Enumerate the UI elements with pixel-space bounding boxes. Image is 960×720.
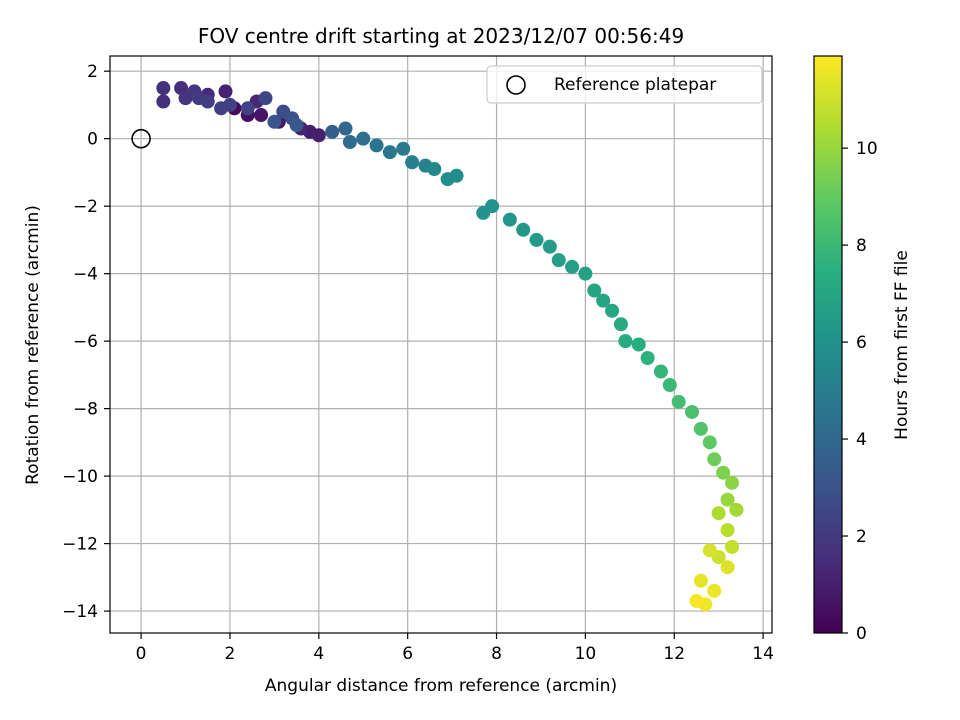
- scatter-point: [338, 121, 353, 136]
- x-tick-label: 2: [225, 644, 236, 664]
- scatter-point: [702, 543, 717, 558]
- scatter-point: [258, 91, 273, 106]
- y-grid: [110, 70, 772, 612]
- scatter-point: [578, 266, 593, 281]
- y-axis-label: Rotation from reference (arcmin): [23, 205, 43, 485]
- scatter-point: [711, 506, 726, 521]
- scatter-point: [725, 475, 740, 490]
- scatter-point: [640, 350, 655, 365]
- scatter-point: [222, 97, 237, 112]
- scatter-point: [707, 452, 722, 467]
- legend-box: [486, 65, 763, 104]
- scatter-point: [689, 593, 704, 608]
- scatter-point: [605, 303, 620, 318]
- scatter-point: [596, 293, 611, 308]
- colorbar-tick-label: 8: [856, 236, 867, 256]
- scatter-point: [729, 502, 744, 517]
- y-tick-label: −6: [73, 332, 98, 352]
- colorbar-ticks: 0 2 4 6 8 10: [842, 139, 878, 644]
- scatter-point: [720, 492, 735, 507]
- y-tick-label: −14: [62, 602, 98, 622]
- scatter-point: [551, 253, 566, 268]
- colorbar-tick-label: 0: [856, 624, 867, 644]
- colorbar-tick-label: 4: [856, 430, 867, 450]
- scatter-point: [502, 212, 517, 227]
- x-tick-label: 10: [575, 644, 597, 664]
- scatter-point: [516, 222, 531, 237]
- colorbar-label: Hours from first FF file: [892, 250, 912, 440]
- scatter-point: [449, 168, 464, 183]
- scatter-point: [613, 317, 628, 332]
- y-tick-label: 2: [87, 62, 98, 82]
- scatter-point: [631, 337, 646, 352]
- scatter-point: [485, 199, 500, 214]
- x-tick-label: 8: [491, 644, 502, 664]
- scatter-point: [382, 145, 397, 160]
- reference-platepar-marker: [131, 128, 151, 149]
- scatter-point: [662, 377, 677, 392]
- plot-frame: [109, 55, 773, 634]
- scatter-point: [200, 94, 215, 109]
- scatter-point: [396, 141, 411, 156]
- scatter-point: [693, 421, 708, 436]
- scatter-point: [565, 259, 580, 274]
- scatter-point: [618, 334, 633, 349]
- scatter-point: [218, 84, 233, 99]
- y-tick-label: −10: [62, 467, 98, 487]
- x-tick-label: 4: [313, 644, 324, 664]
- scatter-point: [156, 94, 171, 109]
- scatter-point: [342, 135, 357, 150]
- scatter-point: [254, 108, 269, 123]
- x-tick-label: 6: [402, 644, 413, 664]
- scatter-point: [427, 162, 442, 177]
- colorbar-tick-label: 2: [856, 527, 867, 547]
- scatter-point: [325, 124, 340, 139]
- colorbar-tick-label: 6: [856, 333, 867, 353]
- y-tick-label: −12: [62, 535, 98, 555]
- scatter-point: [720, 523, 735, 538]
- chart-title: FOV centre drift starting at 2023/12/07 …: [198, 24, 684, 48]
- scatter-point: [653, 364, 668, 379]
- scatter-point: [356, 131, 371, 146]
- scatter-point: [542, 239, 557, 254]
- scatter-point: [267, 114, 282, 129]
- y-tick-label: −8: [73, 400, 98, 420]
- scatter-point: [671, 394, 686, 409]
- scatter-point: [702, 435, 717, 450]
- colorbar: 0 2 4 6 8 10 Hours from first FF file: [813, 55, 912, 644]
- x-tick-label: 0: [136, 644, 147, 664]
- scatter-point: [693, 573, 708, 588]
- x-grid: [140, 56, 764, 633]
- scatter-point: [587, 283, 602, 298]
- scatter-point: [707, 583, 722, 598]
- scatter-point: [311, 128, 326, 143]
- x-tick-label: 14: [752, 644, 774, 664]
- x-axis-label: Angular distance from reference (arcmin): [265, 676, 617, 696]
- legend: Reference platepar: [486, 65, 763, 104]
- scatter-point: [240, 101, 255, 116]
- scatter-point: [529, 232, 544, 247]
- scatter-points: [156, 81, 744, 612]
- x-axis-ticks: 0 2 4 6 8 10 12 14: [136, 633, 774, 664]
- colorbar-tick-label: 10: [856, 139, 878, 159]
- scatter-point: [716, 465, 731, 480]
- colorbar-gradient: [813, 55, 843, 634]
- scatter-point: [720, 560, 735, 575]
- scatter-point: [156, 81, 171, 96]
- scatter-point: [685, 404, 700, 419]
- scatter-point: [405, 155, 420, 170]
- y-tick-label: −2: [73, 197, 98, 217]
- y-axis-ticks: 2 0 −2 −4 −6 −8 −10 −12 −14: [62, 62, 110, 622]
- y-tick-label: 0: [87, 130, 98, 150]
- x-tick-label: 12: [663, 644, 685, 664]
- y-tick-label: −4: [73, 265, 98, 285]
- legend-marker-icon: [506, 75, 526, 95]
- scatter-point: [289, 118, 304, 133]
- scatter-point: [725, 539, 740, 554]
- legend-entry-reference: Reference platepar: [554, 75, 716, 95]
- scatter-point: [369, 138, 384, 153]
